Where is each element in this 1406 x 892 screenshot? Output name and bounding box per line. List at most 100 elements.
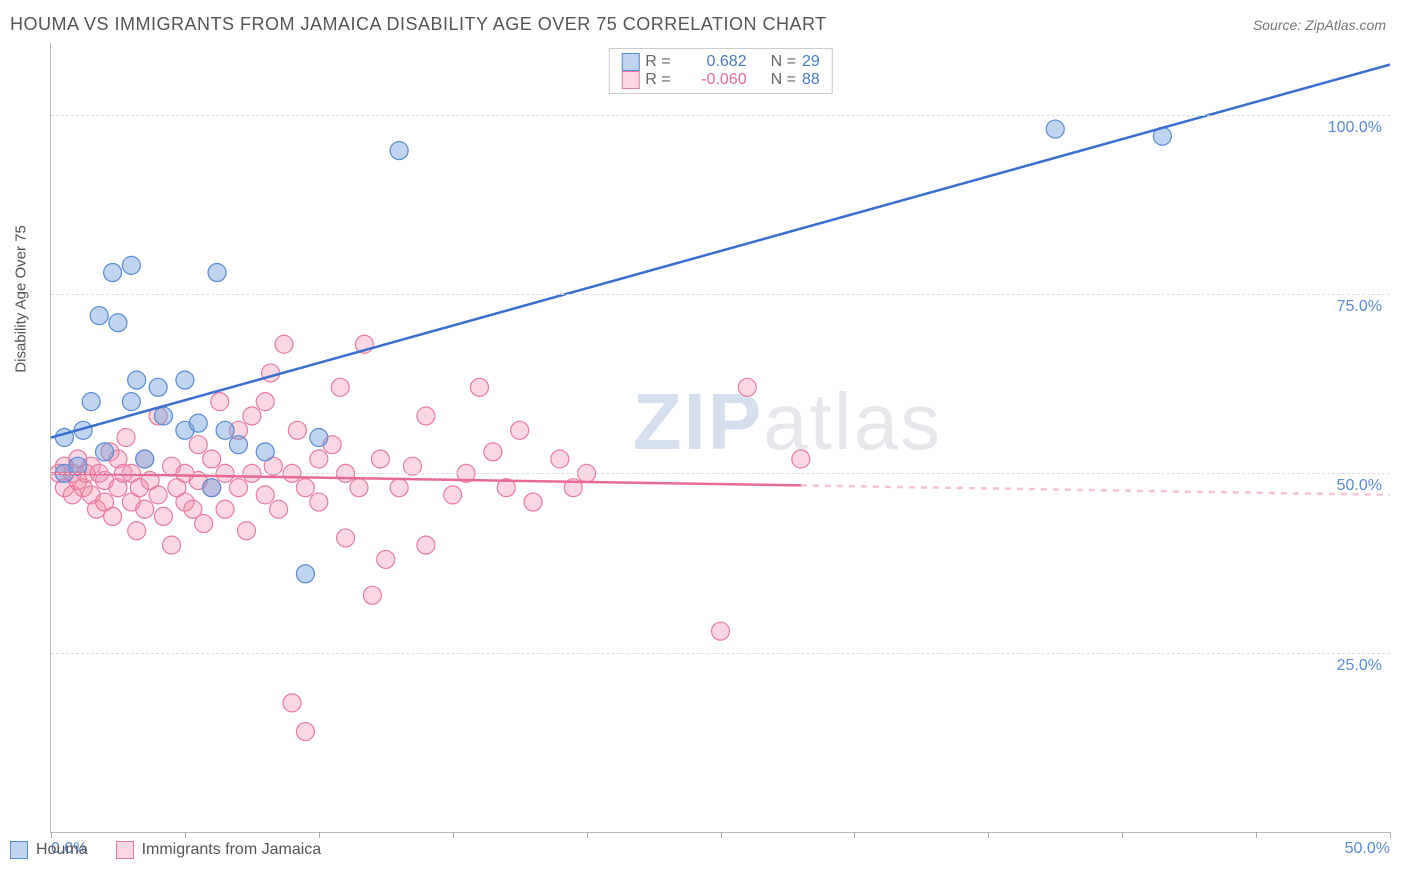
data-point (96, 443, 114, 461)
data-point (444, 486, 462, 504)
legend-swatch (10, 841, 28, 859)
data-point (195, 515, 213, 533)
x-tick (185, 832, 186, 838)
y-tick-label: 100.0% (1328, 119, 1382, 137)
data-point (310, 429, 328, 447)
data-point (216, 421, 234, 439)
x-tick (51, 832, 52, 838)
legend-label: Houma (36, 841, 88, 859)
y-tick-label: 50.0% (1337, 477, 1382, 495)
data-point (128, 522, 146, 540)
data-point (154, 507, 172, 525)
n-label: N = (771, 53, 796, 71)
data-point (296, 565, 314, 583)
data-point (371, 450, 389, 468)
data-point (128, 371, 146, 389)
data-point (288, 421, 306, 439)
legend-swatch (621, 71, 639, 89)
legend-swatch (621, 53, 639, 71)
data-point (149, 378, 167, 396)
plot-area: Disability Age Over 75 ZIPatlas R =0.682… (50, 43, 1390, 833)
data-point (738, 378, 756, 396)
data-point (82, 393, 100, 411)
chart-source: Source: ZipAtlas.com (1253, 17, 1386, 33)
data-point (216, 500, 234, 518)
data-point (511, 421, 529, 439)
data-point (551, 450, 569, 468)
data-point (363, 586, 381, 604)
trend-line-extrapolated (801, 485, 1390, 494)
data-point (237, 522, 255, 540)
chart-container: HOUMA VS IMMIGRANTS FROM JAMAICA DISABIL… (10, 10, 1396, 882)
data-point (104, 507, 122, 525)
data-point (176, 371, 194, 389)
data-point (283, 694, 301, 712)
x-tick (1390, 832, 1391, 838)
data-point (275, 335, 293, 353)
gridline-h (51, 294, 1390, 295)
data-point (256, 443, 274, 461)
trend-line (51, 473, 801, 485)
data-point (229, 436, 247, 454)
correlation-legend-row: R =-0.060N =88 (621, 71, 819, 89)
data-point (203, 479, 221, 497)
gridline-h (51, 653, 1390, 654)
legend-item: Houma (10, 841, 88, 859)
data-point (296, 723, 314, 741)
x-tick (587, 832, 588, 838)
data-point (256, 486, 274, 504)
data-point (417, 536, 435, 554)
r-label: R = (645, 71, 670, 89)
data-point (484, 443, 502, 461)
data-point (470, 378, 488, 396)
x-tick (721, 832, 722, 838)
r-label: R = (645, 53, 670, 71)
data-point (136, 450, 154, 468)
x-tick (854, 832, 855, 838)
data-point (310, 450, 328, 468)
data-point (390, 479, 408, 497)
data-point (149, 486, 167, 504)
data-point (417, 407, 435, 425)
gridline-h (51, 115, 1390, 116)
data-point (109, 314, 127, 332)
x-tick (453, 832, 454, 838)
data-point (350, 479, 368, 497)
data-point (189, 436, 207, 454)
r-value: 0.682 (677, 53, 747, 71)
data-point (122, 256, 140, 274)
r-value: -0.060 (677, 71, 747, 89)
legend-item: Immigrants from Jamaica (116, 841, 322, 859)
chart-title: HOUMA VS IMMIGRANTS FROM JAMAICA DISABIL… (10, 14, 827, 35)
legend-swatch (116, 841, 134, 859)
y-tick-label: 25.0% (1337, 657, 1382, 675)
correlation-legend: R =0.682N =29R =-0.060N =88 (608, 48, 832, 94)
data-point (1046, 120, 1064, 138)
data-point (90, 307, 108, 325)
data-point (136, 500, 154, 518)
series-legend: Houma Immigrants from Jamaica (10, 841, 1396, 859)
correlation-legend-row: R = 0.682 N = 29 (621, 53, 819, 71)
x-tick (988, 832, 989, 838)
data-point (208, 264, 226, 282)
data-point (256, 393, 274, 411)
data-point (337, 529, 355, 547)
x-tick (1256, 832, 1257, 838)
data-point (243, 407, 261, 425)
data-point (117, 429, 135, 447)
data-point (229, 479, 247, 497)
data-point (270, 500, 288, 518)
n-value: 29 (802, 53, 820, 71)
gridline-h (51, 473, 1390, 474)
legend-label: Immigrants from Jamaica (142, 841, 322, 859)
data-point (154, 407, 172, 425)
data-point (377, 550, 395, 568)
data-point (331, 378, 349, 396)
data-point (310, 493, 328, 511)
plot-svg (51, 43, 1390, 832)
data-point (390, 142, 408, 160)
data-point (524, 493, 542, 511)
data-point (203, 450, 221, 468)
data-point (104, 264, 122, 282)
x-tick (319, 832, 320, 838)
